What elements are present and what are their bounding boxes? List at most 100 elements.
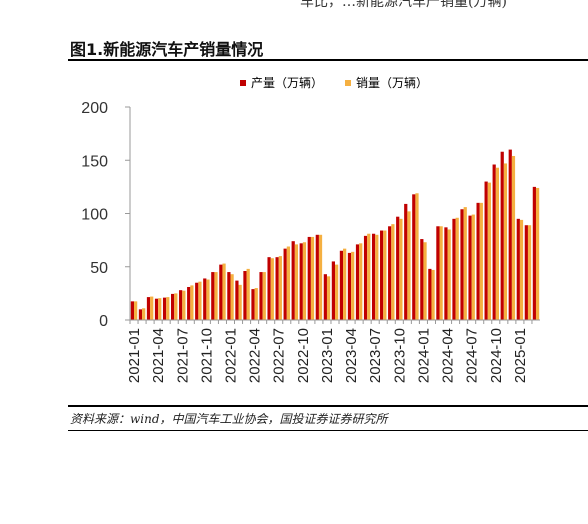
bar-production [291, 241, 295, 320]
bar-production [452, 218, 456, 320]
bar-sales [150, 296, 154, 320]
bar-production [371, 233, 376, 320]
x-tick-label: 2022-07 [271, 328, 288, 383]
bar-production [484, 181, 488, 320]
x-tick-label: 2024-01 [415, 328, 432, 383]
bar-production [396, 216, 400, 320]
bar-production [130, 301, 135, 320]
y-tick-label: 50 [90, 260, 108, 277]
bar-sales [471, 214, 475, 320]
bar-production [171, 293, 175, 320]
bar-production [508, 149, 512, 320]
bar-sales [335, 264, 339, 320]
bar-sales [511, 155, 516, 320]
bar-production [211, 272, 215, 320]
bar-production [388, 226, 392, 320]
legend-label-production: 产量（万辆） [250, 76, 323, 90]
bar-sales [407, 211, 411, 320]
bar-production [275, 257, 279, 320]
bar-production [339, 250, 344, 320]
bar-production [187, 286, 191, 320]
legend-item-production: 产量（万辆） [239, 74, 323, 91]
x-tick-label: 2021-01 [126, 328, 143, 383]
bar-sales [535, 187, 540, 320]
bar-sales [487, 182, 491, 320]
bar-sales [367, 233, 371, 320]
bar-sales [343, 248, 347, 320]
bar-production [235, 280, 239, 320]
bar-sales [310, 236, 315, 320]
bar-sales [174, 293, 178, 321]
bar-sales [182, 290, 186, 320]
y-tick-label: 0 [99, 313, 108, 330]
legend-swatch-production [239, 79, 246, 86]
y-tick-label: 150 [81, 153, 108, 170]
bar-production [179, 290, 183, 320]
bar-sales [351, 251, 355, 320]
bar-production [524, 225, 528, 320]
bar-sales [142, 308, 146, 320]
x-tick-label: 2024-07 [464, 328, 481, 383]
bar-production [436, 226, 440, 320]
bar-sales [134, 301, 138, 320]
bar-sales [359, 243, 363, 320]
bar-production [267, 257, 271, 320]
bar-chart: 0 50 100 150 200 2021-01 2021-04 2021-07 2021-1… [81, 100, 540, 383]
bar-sales [503, 163, 508, 320]
bar-sales [527, 225, 532, 320]
bars-group [130, 149, 540, 321]
bar-production [162, 297, 167, 320]
bar-sales [286, 246, 290, 320]
bar-sales [318, 234, 323, 320]
x-tick-label: 2022-10 [295, 328, 312, 383]
x-tick-label: 2024-10 [488, 328, 505, 383]
bar-production [146, 297, 151, 320]
x-tick-label: 2024-04 [440, 328, 457, 383]
bar-sales [455, 217, 459, 320]
bar-production [492, 164, 496, 320]
bar-sales [246, 268, 250, 320]
x-tick-label: 2023-10 [391, 328, 408, 383]
bar-production [299, 243, 303, 320]
figure-title: 图1.新能源汽车产销量情况 [70, 40, 264, 59]
bar-sales [230, 274, 234, 320]
bar-production [154, 298, 159, 320]
bar-production [412, 194, 416, 320]
bar-production [331, 261, 335, 320]
x-tick-label: 2023-04 [343, 328, 360, 383]
bar-sales [326, 276, 331, 320]
legend-label-sales: 销量（万辆） [356, 76, 429, 90]
bar-sales [254, 288, 258, 320]
bar-production [259, 272, 263, 320]
bar-sales [375, 234, 379, 320]
bar-production [347, 252, 352, 320]
bar-sales [278, 256, 282, 320]
bar-production [307, 236, 311, 320]
bar-production [380, 230, 384, 320]
bar-production [227, 272, 231, 320]
bottom-rule [68, 405, 588, 407]
bar-production [323, 274, 327, 320]
bar-production [516, 218, 520, 320]
bar-sales [391, 224, 395, 320]
x-tick-label: 2023-01 [319, 328, 336, 383]
bar-sales [206, 279, 210, 320]
bar-production [363, 235, 368, 320]
bar-production [476, 202, 480, 320]
legend-item-sales: 销量（万辆） [345, 74, 428, 91]
bar-production [195, 282, 199, 320]
bar-production [355, 244, 360, 320]
bar-sales [166, 297, 170, 320]
bar-production [251, 289, 255, 320]
page-header-fragment: 车比，…新能源汽车产销量(万辆) [300, 0, 507, 10]
bar-sales [294, 244, 299, 320]
bar-production [219, 264, 223, 320]
bar-sales [190, 285, 194, 320]
source-rule [68, 430, 588, 431]
top-rule [68, 59, 588, 61]
bar-production [404, 203, 408, 320]
legend-swatch-sales [345, 79, 351, 86]
y-tick-label: 100 [81, 207, 108, 224]
bar-sales [431, 269, 435, 320]
bar-production [420, 239, 424, 320]
